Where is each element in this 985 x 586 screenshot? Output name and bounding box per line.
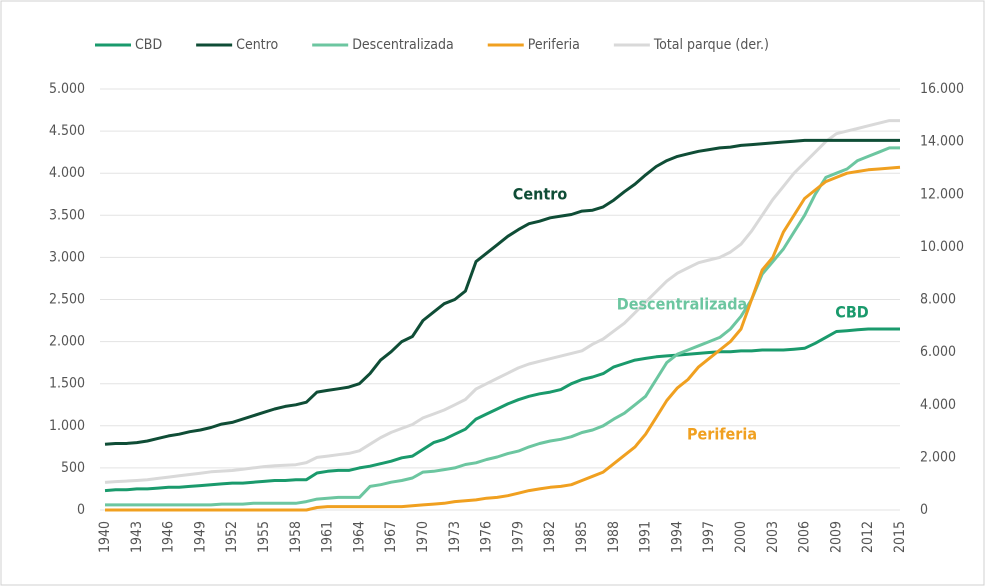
legend-label: Descentralizada (352, 37, 454, 53)
x-tick-label: 1979 (510, 521, 526, 553)
lines (104, 119, 901, 512)
x-tick-label: 1940 (97, 521, 113, 553)
series-line (104, 327, 900, 493)
x-tick-label: 1946 (161, 521, 177, 553)
x-tick-label: 2012 (860, 521, 876, 553)
y-tick-label: 2.500 (49, 292, 85, 308)
x-tick-label: 1973 (447, 521, 463, 553)
y-tick-label: 1.000 (49, 418, 85, 434)
y2-tick-label: 0 (920, 502, 928, 518)
x-tick-label: 2000 (733, 521, 749, 553)
x-tick-label: 1943 (129, 521, 145, 553)
x-tick-label: 1955 (256, 521, 272, 553)
x-tick-label: 1982 (542, 521, 558, 553)
annotation: Centro (513, 185, 568, 204)
y2-tick-label: 2.000 (920, 449, 956, 465)
legend-label: Centro (236, 37, 278, 53)
annotation: CBD (835, 303, 869, 322)
x-tick-label: 1988 (606, 521, 622, 553)
y-tick-label: 4.500 (49, 123, 85, 139)
x-tick-label: 2015 (892, 521, 908, 553)
x-tick-label: 1997 (701, 521, 717, 553)
y-tick-label: 5.000 (49, 81, 85, 97)
y2-tick-label: 10.000 (920, 239, 964, 255)
series-line (104, 119, 900, 484)
y-tick-label: 4.000 (49, 165, 85, 181)
y2-tick-label: 14.000 (920, 134, 964, 150)
y2-tick-label: 16.000 (920, 81, 964, 97)
y-tick-label: 1.500 (49, 376, 85, 392)
x-tick-label: 1994 (669, 521, 685, 553)
y-tick-label: 0 (77, 502, 85, 518)
x-tick-label: 1952 (224, 521, 240, 553)
x-tick-label: 1964 (351, 521, 367, 553)
x-tick-label: 2006 (797, 521, 813, 553)
y2-tick-label: 4.000 (920, 397, 956, 413)
x-tick-label: 1958 (288, 521, 304, 553)
y2-tick-label: 12.000 (920, 186, 964, 202)
legend-label: Total parque (der.) (653, 37, 769, 53)
y-tick-label: 3.500 (49, 207, 85, 223)
x-tick-label: 1985 (574, 521, 590, 553)
y-tick-label: 3.000 (49, 249, 85, 265)
series-line (105, 165, 901, 512)
x-tick-label: 2003 (765, 521, 781, 553)
x-tick-label: 1976 (479, 521, 495, 553)
annotation: Periferia (687, 425, 757, 444)
x-tick-label: 1967 (383, 521, 399, 553)
grid (100, 88, 900, 511)
x-tick-label: 1961 (320, 521, 336, 553)
series-line (105, 146, 900, 507)
y2-tick-label: 8.000 (920, 292, 956, 308)
x-tick-label: 1991 (638, 521, 654, 553)
series-line (104, 138, 900, 446)
x-tick-label: 1949 (192, 521, 208, 553)
legend-label: Periferia (528, 37, 580, 53)
annotation: Descentralizada (617, 295, 748, 314)
legend-label: CBD (135, 37, 162, 53)
x-tick-label: 2009 (828, 521, 844, 553)
y-tick-label: 2.000 (49, 334, 85, 350)
y2-tick-label: 6.000 (920, 344, 956, 360)
y-tick-label: 500 (61, 460, 85, 476)
x-tick-label: 1970 (415, 521, 431, 553)
